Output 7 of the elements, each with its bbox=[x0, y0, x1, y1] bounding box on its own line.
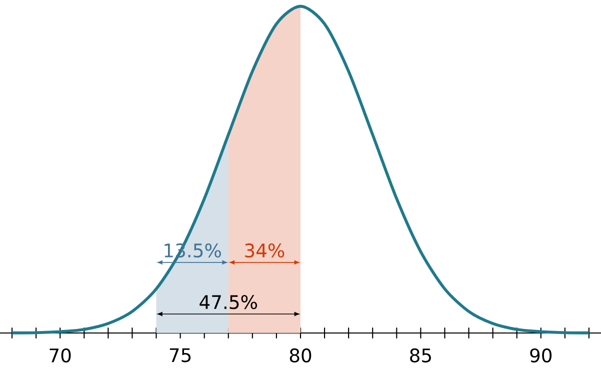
x-tick-label: 75 bbox=[170, 348, 191, 362]
x-tick-label: 90 bbox=[530, 348, 552, 362]
annotation: 47.5% bbox=[200, 295, 257, 310]
x-tick-label: 85 bbox=[410, 348, 431, 362]
x-tick-label: 70 bbox=[50, 348, 71, 362]
annotation: 34% bbox=[245, 243, 284, 258]
x-tick-label: 80 bbox=[290, 348, 312, 362]
